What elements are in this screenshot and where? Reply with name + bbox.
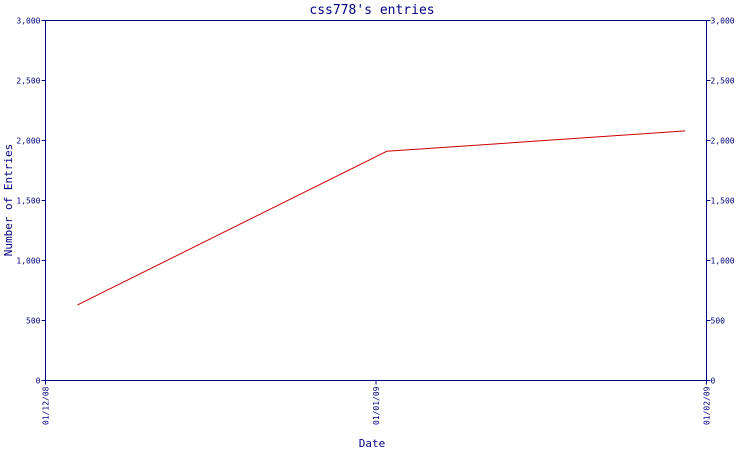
x-tick-label: 01/01/09 bbox=[372, 386, 381, 425]
y-tick-label-left: 500 bbox=[26, 317, 41, 326]
y-tick-label-left: 1,000 bbox=[16, 257, 40, 266]
y-tick-label-right: 1,500 bbox=[711, 197, 735, 206]
x-axis-ticks: 01/12/08 01/01/09 01/02/09 bbox=[42, 380, 712, 425]
y-tick-label-right: 2,500 bbox=[711, 77, 735, 86]
series-line bbox=[77, 130, 686, 306]
y-tick-label-left: 2,500 bbox=[16, 77, 40, 86]
y-tick-label-left: 3,000 bbox=[16, 17, 40, 26]
y-tick-label-left: 0 bbox=[36, 377, 41, 386]
y-axis-right-ticks: 0 500 1,000 1,500 2,000 2,500 3,000 bbox=[706, 17, 735, 386]
y-tick-label-left: 2,000 bbox=[16, 137, 40, 146]
y-tick-label-right: 3,000 bbox=[711, 17, 735, 26]
y-axis-left-ticks: 0 500 1,000 1,500 2,000 2,500 3,000 bbox=[16, 17, 46, 386]
y-tick-label-right: 500 bbox=[711, 317, 726, 326]
x-tick-label: 01/02/09 bbox=[703, 386, 712, 425]
chart-title: css778's entries bbox=[309, 3, 434, 18]
x-axis-label: Date bbox=[359, 437, 386, 450]
x-tick-label: 01/12/08 bbox=[42, 386, 51, 425]
y-tick-label-right: 1,000 bbox=[711, 257, 735, 266]
y-tick-label-right: 0 bbox=[711, 377, 716, 386]
y-tick-label-right: 2,000 bbox=[711, 137, 735, 146]
y-tick-label-left: 1,500 bbox=[16, 197, 40, 206]
y-axis-label: Number of Entries bbox=[2, 144, 15, 257]
